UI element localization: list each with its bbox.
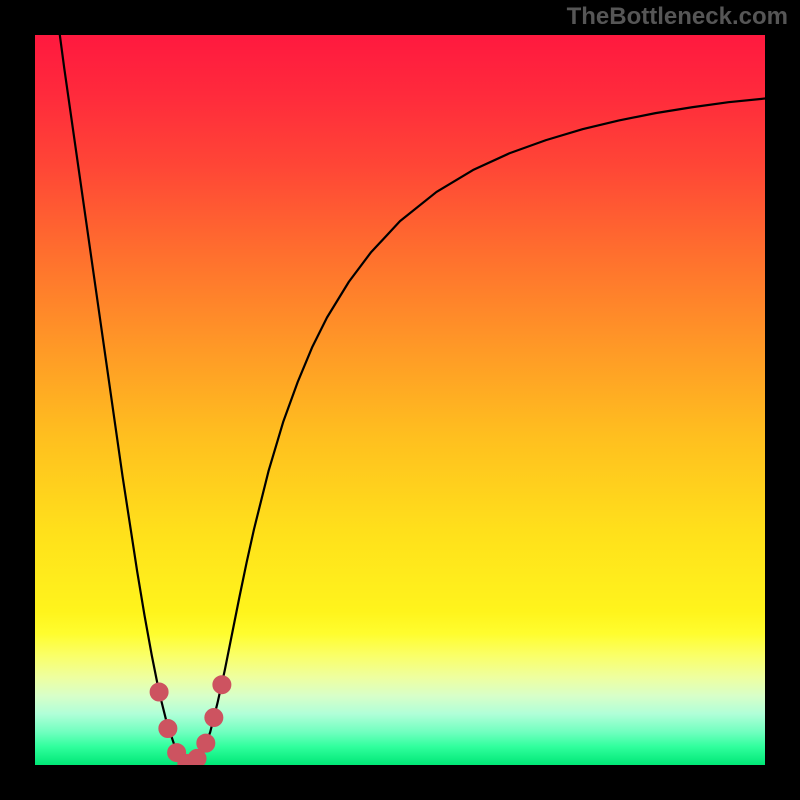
curve-marker (205, 709, 223, 727)
watermark-text: TheBottleneck.com (567, 3, 788, 31)
curve-marker (150, 683, 168, 701)
curve-marker (197, 734, 215, 752)
curve-marker (159, 720, 177, 738)
chart-svg (0, 0, 800, 800)
curve-marker (213, 676, 231, 694)
bottleneck-curve (57, 13, 765, 764)
chart-frame: TheBottleneck.com (0, 0, 800, 800)
